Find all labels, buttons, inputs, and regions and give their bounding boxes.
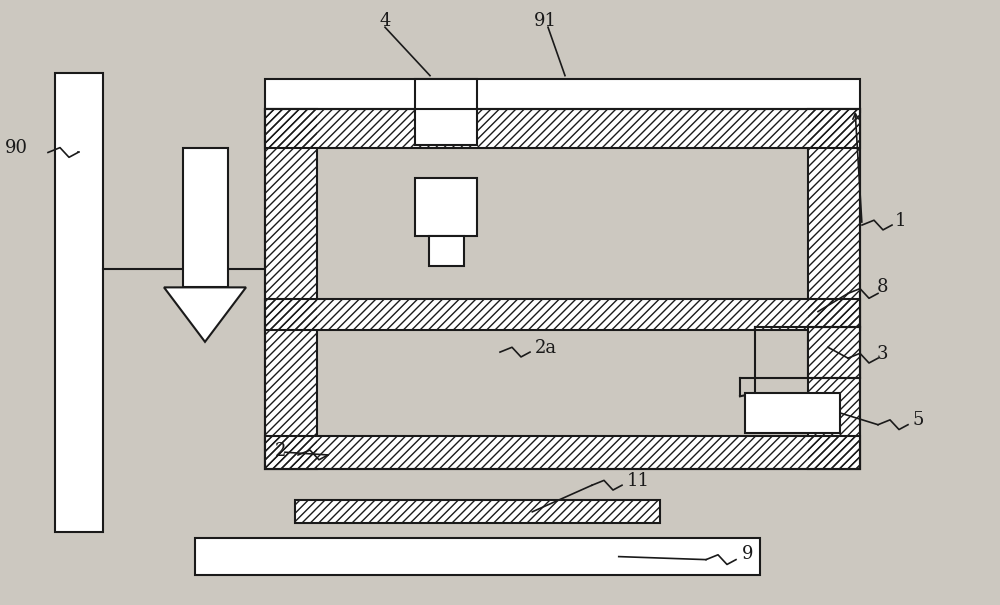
Bar [55, 73, 103, 532]
Bar [265, 109, 317, 469]
Text: 8: 8 [877, 278, 889, 296]
Bar [808, 327, 860, 378]
Bar [295, 500, 660, 523]
Bar [182, 148, 228, 287]
Bar [265, 79, 860, 112]
Bar [745, 393, 840, 433]
Bar [265, 299, 860, 330]
Text: 5: 5 [912, 411, 923, 430]
Bar [265, 299, 860, 330]
Bar [265, 109, 860, 469]
Bar [265, 109, 317, 469]
Bar [195, 538, 760, 575]
Text: 3: 3 [877, 345, 889, 363]
Text: 90: 90 [5, 139, 28, 157]
Bar [265, 109, 860, 148]
Bar [808, 109, 860, 469]
Bar [415, 178, 477, 236]
Bar [415, 79, 477, 145]
Bar [808, 327, 860, 378]
Bar [265, 436, 860, 469]
Bar [265, 436, 860, 469]
Bar [808, 109, 860, 469]
Bar [428, 236, 464, 266]
Text: 2a: 2a [535, 339, 557, 357]
Text: 1: 1 [895, 212, 906, 230]
Text: 91: 91 [534, 12, 556, 30]
Text: 9: 9 [742, 544, 754, 563]
Text: 2: 2 [275, 442, 286, 460]
Polygon shape [164, 287, 246, 342]
Bar [265, 109, 860, 148]
Bar [295, 500, 660, 523]
Text: 4: 4 [379, 12, 391, 30]
Text: 11: 11 [627, 472, 650, 490]
